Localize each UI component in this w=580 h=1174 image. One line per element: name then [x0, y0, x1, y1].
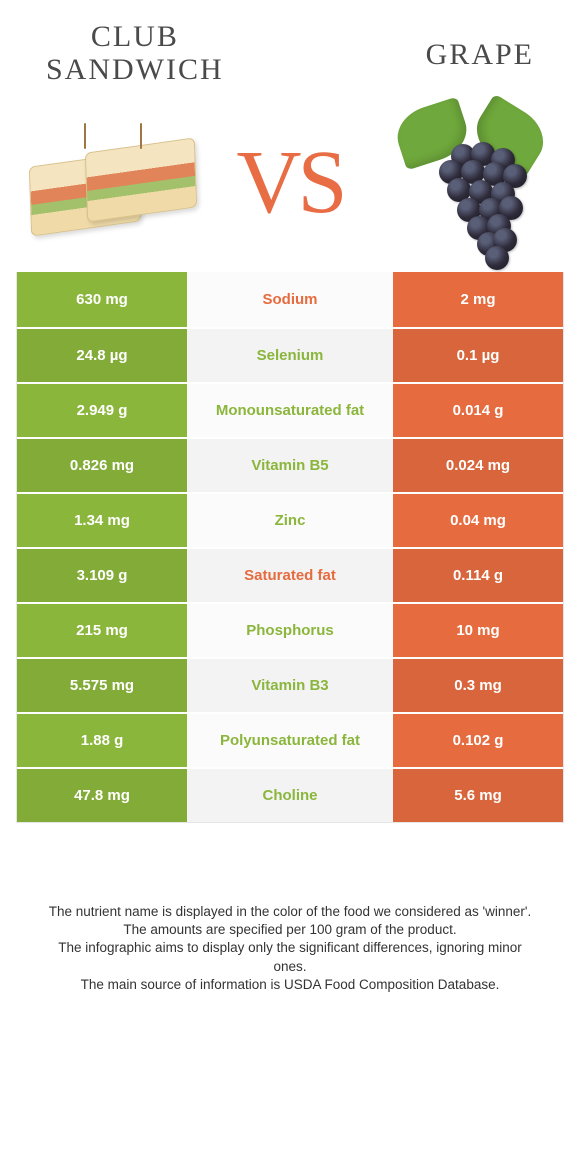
footnote-line: The infographic aims to display only the…	[46, 939, 534, 975]
value-right: 0.014 g	[393, 384, 563, 437]
nutrient-label: Choline	[187, 769, 393, 822]
vs-label: VS	[196, 131, 384, 234]
footnotes: The nutrient name is displayed in the co…	[16, 823, 564, 994]
value-left: 2.949 g	[17, 384, 187, 437]
nutrient-label: Selenium	[187, 329, 393, 382]
comparison-table: 630 mgSodium2 mg24.8 µgSelenium0.1 µg2.9…	[16, 272, 564, 823]
value-right: 0.1 µg	[393, 329, 563, 382]
value-right: 0.04 mg	[393, 494, 563, 547]
value-left: 24.8 µg	[17, 329, 187, 382]
sandwich-icon	[26, 127, 196, 237]
table-row: 0.826 mgVitamin B50.024 mg	[17, 437, 563, 492]
table-row: 630 mgSodium2 mg	[17, 272, 563, 327]
nutrient-label: Zinc	[187, 494, 393, 547]
value-left: 3.109 g	[17, 549, 187, 602]
value-right: 0.3 mg	[393, 659, 563, 712]
value-right: 0.024 mg	[393, 439, 563, 492]
value-right: 0.102 g	[393, 714, 563, 767]
nutrient-label: Vitamin B5	[187, 439, 393, 492]
value-left: 0.826 mg	[17, 439, 187, 492]
table-row: 47.8 mgCholine5.6 mg	[17, 767, 563, 822]
title-right: GRAPE	[426, 20, 534, 71]
hero-row: VS	[16, 92, 564, 272]
nutrient-label: Phosphorus	[187, 604, 393, 657]
table-row: 1.34 mgZinc0.04 mg	[17, 492, 563, 547]
value-left: 215 mg	[17, 604, 187, 657]
footnote-line: The nutrient name is displayed in the co…	[46, 903, 534, 921]
titles-row: CLUB SANDWICH GRAPE	[16, 20, 564, 86]
value-left: 630 mg	[17, 272, 187, 327]
nutrient-label: Sodium	[187, 272, 393, 327]
value-right: 0.114 g	[393, 549, 563, 602]
value-right: 5.6 mg	[393, 769, 563, 822]
value-left: 1.88 g	[17, 714, 187, 767]
table-row: 215 mgPhosphorus10 mg	[17, 602, 563, 657]
value-left: 47.8 mg	[17, 769, 187, 822]
nutrient-label: Monounsaturated fat	[187, 384, 393, 437]
table-row: 24.8 µgSelenium0.1 µg	[17, 327, 563, 382]
footnote-line: The main source of information is USDA F…	[46, 976, 534, 994]
food-right-image	[384, 112, 554, 252]
value-right: 10 mg	[393, 604, 563, 657]
title-left: CLUB SANDWICH	[46, 20, 224, 86]
nutrient-label: Vitamin B3	[187, 659, 393, 712]
grape-berry	[485, 246, 509, 270]
nutrient-label: Polyunsaturated fat	[187, 714, 393, 767]
value-left: 5.575 mg	[17, 659, 187, 712]
table-row: 2.949 gMonounsaturated fat0.014 g	[17, 382, 563, 437]
table-row: 1.88 gPolyunsaturated fat0.102 g	[17, 712, 563, 767]
nutrient-label: Saturated fat	[187, 549, 393, 602]
food-left-image	[26, 112, 196, 252]
table-row: 5.575 mgVitamin B30.3 mg	[17, 657, 563, 712]
comparison-infographic: CLUB SANDWICH GRAPE VS 630 mgSodium2 mg2…	[0, 0, 580, 1004]
table-row: 3.109 gSaturated fat0.114 g	[17, 547, 563, 602]
footnote-line: The amounts are specified per 100 gram o…	[46, 921, 534, 939]
grape-icon	[389, 102, 549, 262]
value-left: 1.34 mg	[17, 494, 187, 547]
value-right: 2 mg	[393, 272, 563, 327]
